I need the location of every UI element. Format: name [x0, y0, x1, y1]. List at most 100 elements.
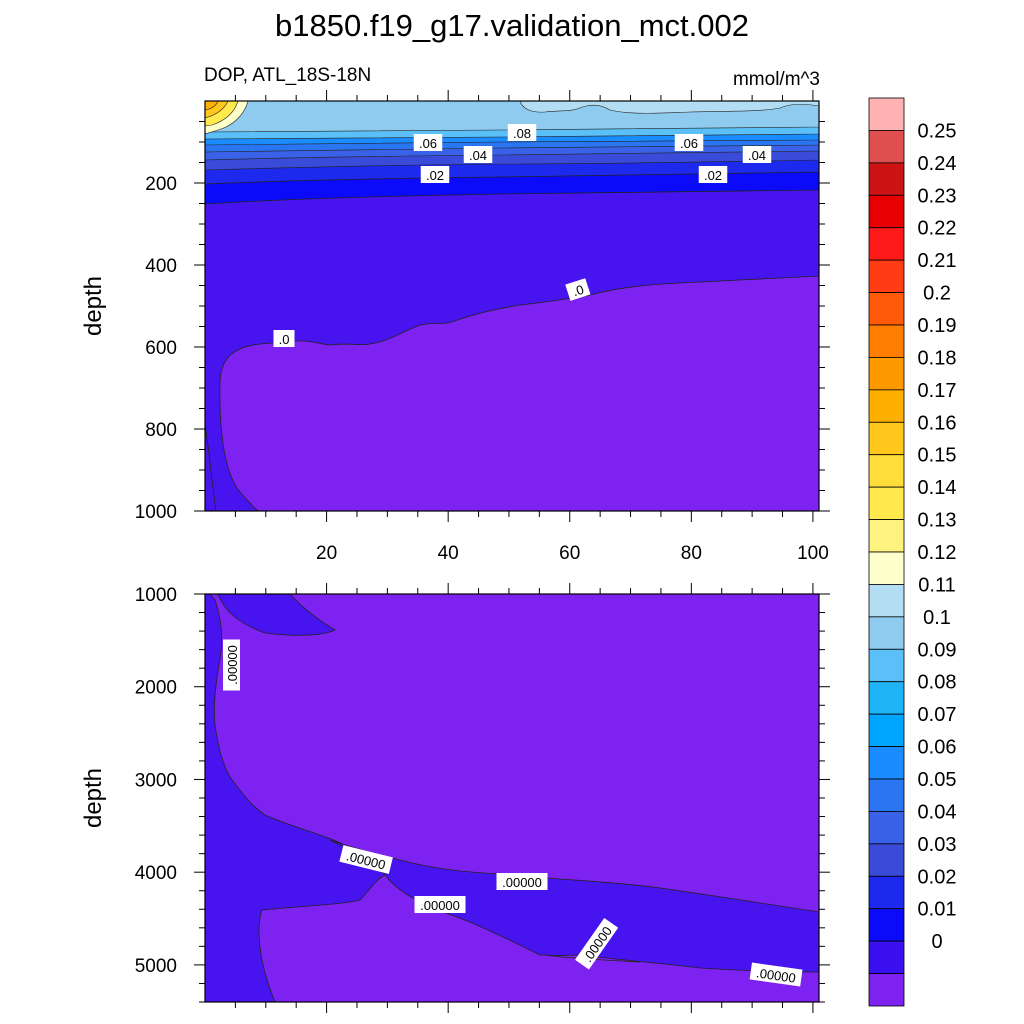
fill-upper-left-blob — [217, 594, 336, 636]
svg-text:.02: .02 — [704, 168, 722, 183]
colorbar-label: 0.14 — [918, 477, 957, 499]
colorbar-box — [868, 130, 905, 164]
colorbar-box — [868, 421, 905, 456]
contour-label: .02 — [698, 166, 728, 183]
svg-text:.06: .06 — [680, 136, 698, 151]
colorbar-label: 0.22 — [918, 218, 957, 240]
colorbar-label: 0.18 — [918, 347, 957, 369]
svg-text:.08: .08 — [513, 126, 531, 141]
ytick-label: 1000 — [135, 502, 177, 523]
colorbar-label: 0.16 — [918, 412, 957, 434]
top-panel-ylabel: depth — [80, 276, 107, 336]
colorbar-label: 0.2 — [923, 283, 951, 305]
colorbar-box — [868, 324, 905, 358]
fill-level-0-01-inner — [205, 424, 217, 511]
ytick-label: 3000 — [135, 770, 177, 791]
colorbar-label: 0.08 — [918, 672, 957, 694]
top-panel: 200 400 600 800 1000 20 40 60 80 100 .06 .08 .06 .04… — [80, 90, 830, 564]
top-panel-ticks: 200 400 600 800 1000 20 40 60 80 100 — [135, 90, 830, 564]
ytick-label: 2000 — [135, 678, 177, 699]
contour-label: .00000 — [749, 962, 803, 987]
colorbar-label: 0.23 — [918, 185, 957, 207]
svg-text:.04: .04 — [469, 148, 487, 163]
colorbar-label: 0.25 — [918, 120, 957, 142]
colorbar-box — [868, 357, 905, 391]
colorbar-label: 0.04 — [918, 801, 957, 823]
xtick-label: 60 — [559, 543, 580, 564]
contour-label: .00000 — [496, 873, 548, 890]
svg-text:.00000: .00000 — [225, 645, 240, 685]
colorbar-box — [868, 648, 905, 683]
ytick-label: 200 — [145, 174, 177, 195]
colorbar-box — [868, 97, 905, 131]
ytick-label: 4000 — [135, 863, 177, 884]
units-label: mmol/m^3 — [733, 69, 820, 90]
svg-text:.0: .0 — [279, 332, 290, 347]
colorbar-label: 0.03 — [918, 834, 957, 856]
contour-label: .02 — [420, 166, 450, 183]
colorbar-box — [868, 616, 905, 650]
contour-label: .00000 — [223, 639, 240, 691]
colorbar-box — [868, 940, 905, 974]
contour-label: .04 — [463, 146, 493, 163]
colorbar-label: 0.17 — [918, 380, 957, 402]
colorbar-box — [868, 746, 905, 780]
colorbar-label: 0.07 — [918, 704, 957, 726]
contour-label: .0 — [273, 330, 295, 347]
fill-level-0-01 — [205, 101, 819, 511]
colorbar-label: 0.15 — [918, 445, 957, 467]
colorbar-box — [868, 259, 905, 293]
colorbar-box — [868, 194, 905, 229]
colorbar-label: 0.13 — [918, 510, 957, 532]
ytick-label: 800 — [145, 420, 177, 441]
contour-label: .04 — [742, 146, 772, 163]
colorbar-label: 0.19 — [918, 315, 957, 337]
colorbar-box — [868, 486, 905, 520]
svg-text:.04: .04 — [748, 148, 766, 163]
colorbar-box — [868, 681, 905, 715]
chart-title: b1850.f19_g17.validation_mct.002 — [275, 8, 749, 43]
contour-label: .06 — [413, 134, 443, 151]
colorbar-label: 0.24 — [918, 153, 957, 175]
bottom-panel-fills — [205, 594, 819, 1002]
xtick-label: 40 — [438, 543, 459, 564]
colorbar-box — [868, 811, 905, 845]
colorbar-box — [868, 584, 905, 618]
colorbar: 0.25 0.24 0.23 0.22 0.21 0.2 0.19 0.18 0.17 0.16 0… — [868, 97, 957, 1007]
svg-text:.00000: .00000 — [420, 898, 460, 913]
colorbar-box — [868, 551, 905, 585]
colorbar-box — [868, 389, 905, 423]
xtick-label: 20 — [316, 543, 337, 564]
contour-label: .08 — [507, 124, 537, 141]
xtick-label: 100 — [797, 543, 829, 564]
fill-lower-band — [329, 839, 819, 973]
colorbar-box — [868, 843, 905, 877]
colorbar-label: 0.21 — [918, 250, 957, 272]
svg-text:.0: .0 — [571, 282, 586, 300]
contour-label: .00000 — [414, 896, 466, 913]
ytick-label: 1000 — [135, 585, 177, 606]
colorbar-box — [868, 778, 905, 812]
ytick-label: 400 — [145, 256, 177, 277]
colorbar-box — [868, 454, 905, 488]
colorbar-box — [868, 162, 905, 196]
colorbar-label: 0.1 — [923, 607, 951, 629]
colorbar-box — [868, 908, 905, 942]
contour-label: .0 — [565, 278, 591, 301]
svg-text:.06: .06 — [419, 136, 437, 151]
svg-text:.00000: .00000 — [502, 875, 542, 890]
colorbar-box — [868, 227, 905, 261]
top-panel-fills — [205, 101, 819, 511]
colorbar-label: 0.11 — [918, 574, 955, 596]
colorbar-label: 0.12 — [918, 542, 957, 564]
top-panel-contour-labels: .06 .08 .06 .04 .04 .02 .02 .0 .0 — [273, 124, 772, 347]
bottom-panel-ticks: 1000 2000 3000 4000 5000 — [135, 583, 830, 1013]
colorbar-label: 0 — [931, 931, 942, 953]
ytick-label: 600 — [145, 338, 177, 359]
svg-text:.00000: .00000 — [755, 965, 796, 985]
colorbar-label: 0.06 — [918, 737, 957, 759]
colorbar-label: 0.01 — [918, 899, 957, 921]
bottom-panel: 1000 2000 3000 4000 5000 .00000 .00000 .00000.… — [80, 583, 830, 1013]
bottom-panel-ylabel: depth — [80, 768, 107, 828]
colorbar-label: 0.05 — [918, 769, 957, 791]
